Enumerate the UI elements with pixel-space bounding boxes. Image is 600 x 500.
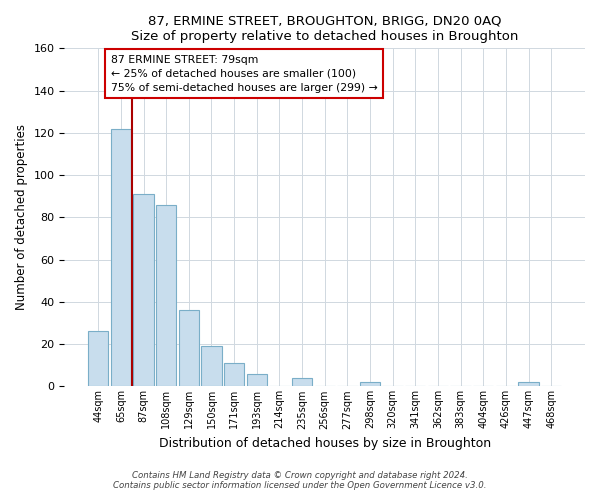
Bar <box>111 128 131 386</box>
X-axis label: Distribution of detached houses by size in Broughton: Distribution of detached houses by size … <box>158 437 491 450</box>
Bar <box>360 382 380 386</box>
Bar <box>201 346 221 387</box>
Bar <box>156 204 176 386</box>
Bar <box>518 382 539 386</box>
Title: 87, ERMINE STREET, BROUGHTON, BRIGG, DN20 0AQ
Size of property relative to detac: 87, ERMINE STREET, BROUGHTON, BRIGG, DN2… <box>131 15 518 43</box>
Text: 87 ERMINE STREET: 79sqm
← 25% of detached houses are smaller (100)
75% of semi-d: 87 ERMINE STREET: 79sqm ← 25% of detache… <box>111 54 377 92</box>
Bar <box>224 363 244 386</box>
Y-axis label: Number of detached properties: Number of detached properties <box>15 124 28 310</box>
Bar <box>88 332 109 386</box>
Bar <box>292 378 312 386</box>
Bar <box>247 374 267 386</box>
Bar <box>179 310 199 386</box>
Bar <box>133 194 154 386</box>
Text: Contains HM Land Registry data © Crown copyright and database right 2024.
Contai: Contains HM Land Registry data © Crown c… <box>113 470 487 490</box>
